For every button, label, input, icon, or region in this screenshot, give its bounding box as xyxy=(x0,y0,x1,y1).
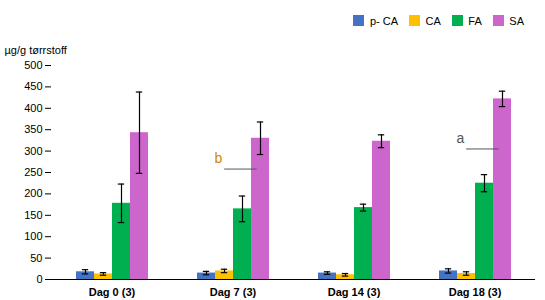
svg-text:250: 250 xyxy=(24,166,42,178)
html-text:CA: CA xyxy=(425,14,441,27)
svg-text:450: 450 xyxy=(24,80,42,92)
svg-text:a: a xyxy=(457,130,465,146)
svg-text:Dag 7 (3): Dag 7 (3) xyxy=(210,286,257,298)
svg-text:Dag 18 (3): Dag 18 (3) xyxy=(449,286,502,298)
svg-text:300: 300 xyxy=(24,144,42,156)
html-text:FA: FA xyxy=(468,14,482,27)
svg-text:b: b xyxy=(215,150,223,166)
svg-text:150: 150 xyxy=(24,208,42,220)
svg-text:50: 50 xyxy=(30,251,42,263)
svg-text:µg/g tørrstoff: µg/g tørrstoff xyxy=(5,44,68,56)
svg-text:200: 200 xyxy=(24,187,42,199)
svg-text:Dag 14 (3): Dag 14 (3) xyxy=(328,286,381,298)
svg-text:Dag 0 (3): Dag 0 (3) xyxy=(89,286,136,298)
html-text:SA: SA xyxy=(509,14,524,27)
svg-text:100: 100 xyxy=(24,230,42,242)
svg-text:400: 400 xyxy=(24,101,42,113)
html-text:p- CA: p- CA xyxy=(370,14,399,27)
svg-text:350: 350 xyxy=(24,123,42,135)
svg-text:0: 0 xyxy=(36,273,42,285)
svg-text:500: 500 xyxy=(24,59,42,71)
